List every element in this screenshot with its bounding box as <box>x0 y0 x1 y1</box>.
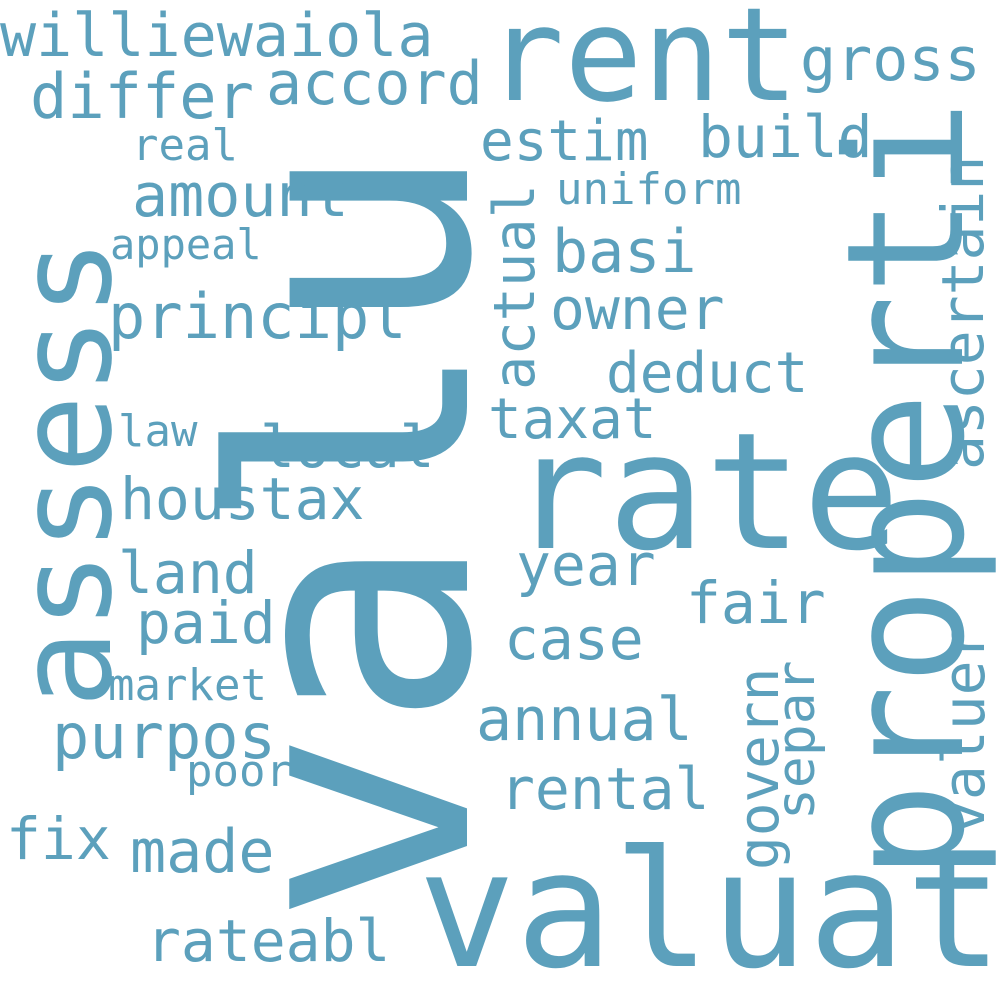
word-rate: rate <box>510 399 901 587</box>
word-year: year <box>516 531 656 599</box>
word-taxat: taxat <box>488 387 657 452</box>
word-basi: basi <box>552 217 697 287</box>
word-deduct: deduct <box>606 341 809 406</box>
word-differ: differ <box>30 60 254 133</box>
word-principl: principl <box>108 280 407 353</box>
word-rateabl: rateabl <box>146 907 391 975</box>
word-amount: amount <box>132 161 349 231</box>
word-ascertain: ascertain <box>929 155 997 470</box>
word-rent: rent <box>486 0 800 131</box>
word-rental: rental <box>500 755 710 823</box>
word-purpos: purpos <box>52 700 276 773</box>
word-build: build <box>698 103 873 171</box>
word-land: land <box>118 539 258 607</box>
word-separ: separ <box>766 660 827 820</box>
word-gross: gross <box>800 25 981 95</box>
word-owner: owner <box>550 275 725 343</box>
word-valuat: valuat <box>418 817 1000 1000</box>
word-fix: fix <box>6 805 111 873</box>
word-fair: fair <box>686 569 826 637</box>
word-accord: accord <box>266 49 483 119</box>
word-made: made <box>130 817 275 887</box>
word-williewaiola: williewaiola <box>0 1 434 71</box>
word-case: case <box>504 605 644 673</box>
word-local: local <box>260 413 435 481</box>
word-appeal: appeal <box>110 220 262 269</box>
word-annual: annual <box>476 685 693 755</box>
word-houstax: houstax <box>120 465 365 533</box>
word-paid: paid <box>136 589 276 657</box>
word-poor: poor <box>186 746 292 797</box>
word-actual: actual <box>482 184 548 390</box>
word-real: real <box>132 120 238 171</box>
word-law: law <box>118 406 198 457</box>
word-valuer: valuer <box>930 625 998 835</box>
word-market: market <box>108 660 267 711</box>
word-estim: estim <box>480 109 649 174</box>
word-uniform: uniform <box>556 164 742 215</box>
